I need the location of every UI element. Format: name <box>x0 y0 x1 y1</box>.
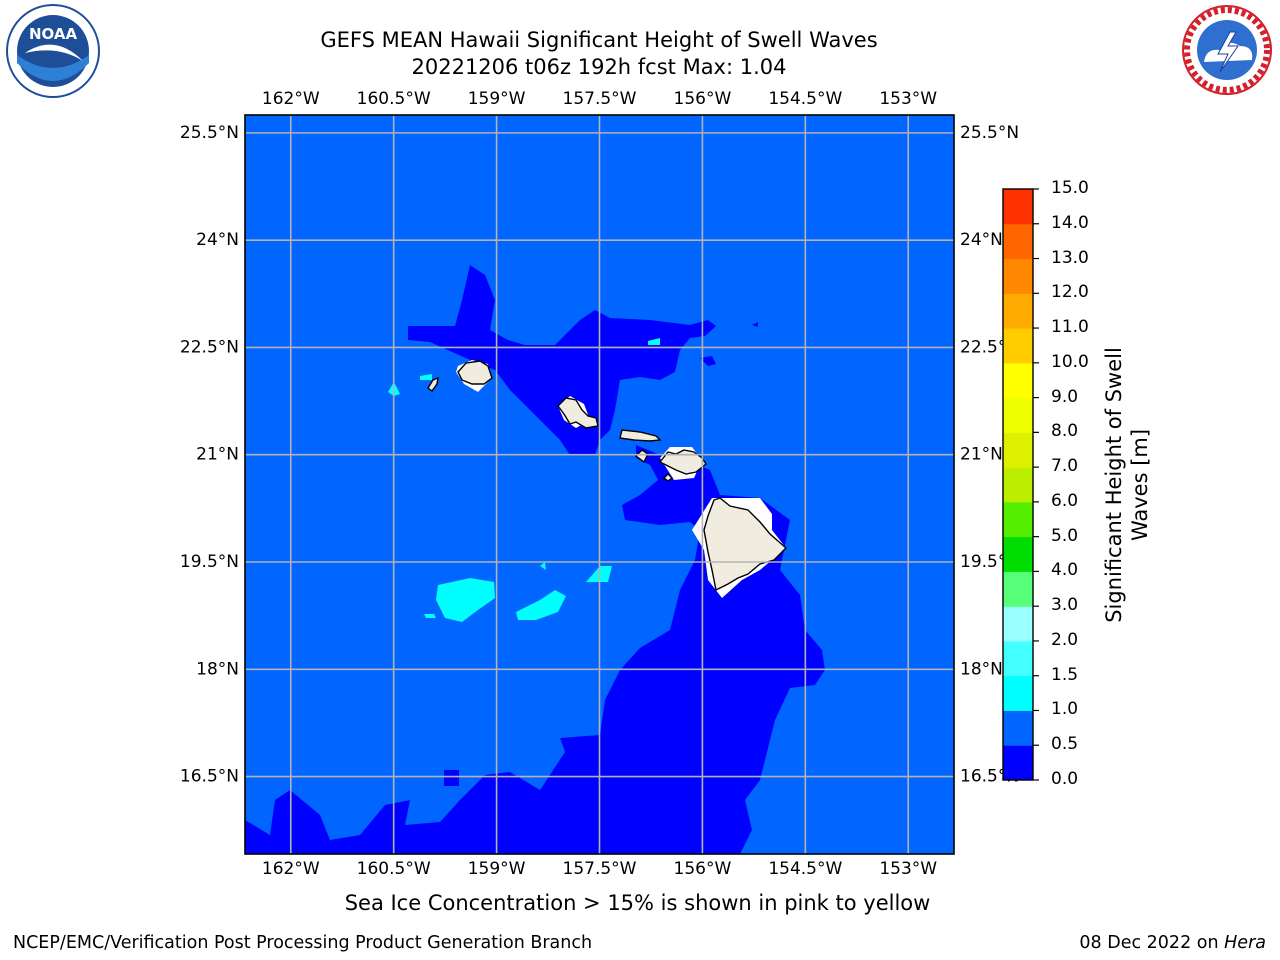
cyan-patch-7 <box>648 338 660 345</box>
lon-tick-label-top: 159°W <box>468 89 526 109</box>
sea-ice-note: Sea Ice Concentration > 15% is shown in … <box>344 891 931 915</box>
cyan-patch-6 <box>540 562 546 570</box>
lat-tick-label-left: 25.5°N <box>180 123 239 143</box>
lon-tick-label-top: 157.5°W <box>563 89 637 109</box>
title-line-1: GEFS MEAN Hawaii Significant Height of S… <box>320 28 878 52</box>
colorbar-swatch <box>1003 293 1033 329</box>
lon-tick-label-bottom: 162°W <box>262 859 320 879</box>
colorbar-tick-label: 9.0 <box>1051 386 1079 407</box>
colorbar-tick-label: 8.0 <box>1051 421 1079 442</box>
colorbar-swatch <box>1003 223 1033 260</box>
colorbar-swatch <box>1003 397 1033 433</box>
low-swell-patch-c <box>752 322 758 327</box>
lat-tick-label-right: 21°N <box>960 445 1003 465</box>
colorbar-ticks <box>1033 188 1039 781</box>
lon-tick-label-bottom: 154.5°W <box>768 859 842 879</box>
noaa-logo-text: NOAA <box>29 25 78 43</box>
low-swell-region-north <box>408 265 716 455</box>
colorbar-swatch <box>1003 467 1033 503</box>
island-oahu <box>557 397 599 429</box>
colorbar-swatch <box>1003 571 1033 607</box>
colorbar-tick-label: 1.0 <box>1051 699 1079 720</box>
colorbar-swatch <box>1003 362 1033 399</box>
footer-date: 08 Dec 2022 on Hera <box>1079 933 1266 953</box>
cyan-patch-5 <box>424 614 436 618</box>
island-maui <box>658 449 707 475</box>
lat-tick-label-left: 19.5°N <box>180 552 239 572</box>
colorbar-tick-label: 12.0 <box>1051 282 1089 303</box>
colorbar-tick-label: 15.0 <box>1051 178 1089 198</box>
colorbar-swatch <box>1003 745 1033 781</box>
map-field <box>245 115 954 854</box>
island-hawaii <box>703 497 788 592</box>
lat-tick-label-right: 25.5°N <box>960 123 1019 143</box>
footer-host: Hera <box>1224 933 1266 953</box>
colorbar-tick-label: 6.0 <box>1051 490 1079 511</box>
colorbar-swatch <box>1003 675 1033 711</box>
lat-tick-label-left: 18°N <box>196 659 239 679</box>
island-kauai <box>457 360 493 385</box>
map-frame <box>244 114 955 855</box>
colorbar-swatch <box>1003 536 1033 572</box>
cyan-patch-8 <box>420 374 432 380</box>
lon-tick-label-bottom: 157.5°W <box>563 859 637 879</box>
lat-tick-label-left: 22.5°N <box>180 337 239 357</box>
title-line-2: 20221206 t06z 192h fcst Max: 1.04 <box>411 55 787 79</box>
colorbar-swatch <box>1003 501 1033 538</box>
lat-tick-label-right: 18°N <box>960 659 1003 679</box>
gridlines <box>245 115 954 854</box>
island-kahoolawe <box>662 473 674 482</box>
low-swell-patch-a <box>700 356 716 366</box>
colorbar-tick-label: 1.5 <box>1051 664 1079 685</box>
colorbar-swatches <box>1003 189 1033 781</box>
colorbar-swatch <box>1003 710 1033 746</box>
lat-tick-label-right: 24°N <box>960 230 1003 250</box>
lon-tick-label-top: 162°W <box>262 89 320 109</box>
island-molokai <box>619 429 662 442</box>
lon-tick-label-top: 156°W <box>674 89 732 109</box>
colorbar-tick-label: 13.0 <box>1051 247 1089 268</box>
colorbar-tick-label: 10.0 <box>1051 351 1089 372</box>
colorbar-swatch <box>1003 328 1033 364</box>
lat-tick-label-left: 24°N <box>196 230 239 250</box>
lon-tick-label-bottom: 159°W <box>468 859 526 879</box>
colorbar-frame <box>1002 188 1034 781</box>
colorbar-label-line-1: Significant Height of Swell <box>1102 347 1126 623</box>
footer-credit: NCEP/EMC/Verification Post Processing Pr… <box>13 933 593 953</box>
island-niihau <box>427 376 439 392</box>
cyan-patch-1 <box>436 578 495 622</box>
lon-tick-label-top: 153°W <box>879 89 937 109</box>
low-swell-patch-b <box>444 770 459 786</box>
colorbar-tick-label: 7.0 <box>1051 456 1079 477</box>
lon-tick-label-top: 154.5°W <box>768 89 842 109</box>
colorbar-tick-label: 4.0 <box>1051 560 1079 581</box>
cyan-patch-2 <box>516 590 566 620</box>
colorbar-tick-label: 11.0 <box>1051 317 1089 338</box>
low-swell-region-south <box>245 445 825 854</box>
footer-date-text: 08 Dec 2022 on <box>1079 933 1219 953</box>
lat-tick-label-left: 16.5°N <box>180 767 239 787</box>
colorbar-tick-label: 0.5 <box>1051 734 1079 755</box>
colorbar-label-line-2: Waves [m] <box>1128 428 1152 542</box>
colorbar-swatch <box>1003 258 1033 294</box>
nws-logo <box>1176 2 1278 98</box>
lat-tick-label-left: 21°N <box>196 445 239 465</box>
colorbar-tick-label: 14.0 <box>1051 212 1089 233</box>
lon-tick-label-bottom: 160.5°W <box>357 859 431 879</box>
colorbar-swatch <box>1003 189 1033 225</box>
colorbar-tick-label: 5.0 <box>1051 525 1079 546</box>
colorbar-tick-label: 2.0 <box>1051 629 1079 650</box>
lon-tick-label-bottom: 156°W <box>674 859 732 879</box>
noaa-logo: NOAA <box>3 3 103 99</box>
lon-tick-label-top: 160.5°W <box>357 89 431 109</box>
colorbar-swatch <box>1003 432 1033 468</box>
lon-tick-label-bottom: 153°W <box>879 859 937 879</box>
colorbar-swatch <box>1003 606 1033 642</box>
colorbar-tick-label: 0.0 <box>1051 769 1079 789</box>
colorbar-tick-label: 3.0 <box>1051 595 1079 616</box>
colorbar-swatch <box>1003 640 1033 677</box>
